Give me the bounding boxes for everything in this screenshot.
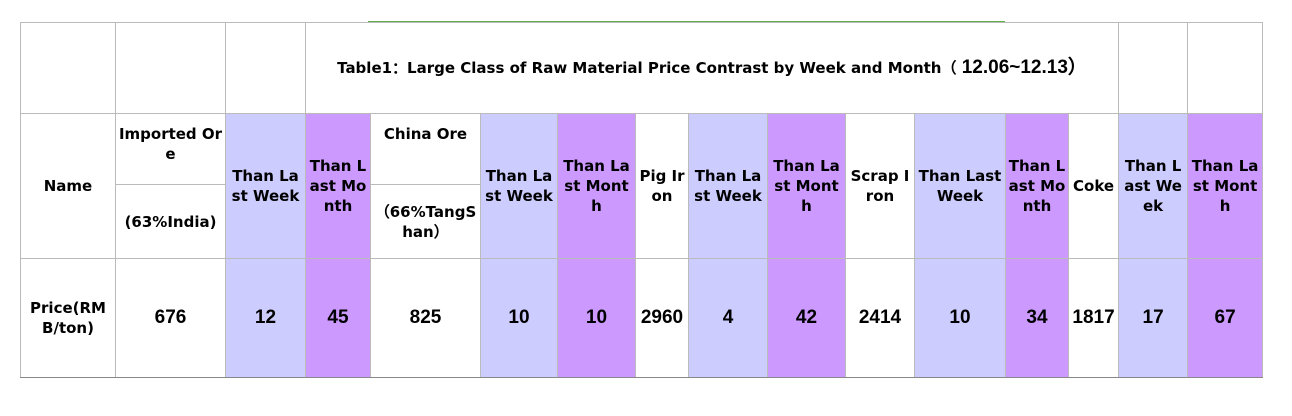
data-row: Price(RMB/ton) 676 12 45 825 10 10 2960 4 42 2414 1… (20, 258, 1264, 378)
value-cell: 2414 (845, 258, 915, 378)
empty-cell (20, 22, 116, 114)
column-header: Than Last Week (225, 113, 306, 259)
value-cell: 67 (1187, 258, 1264, 378)
value-cell: 10 (914, 258, 1006, 378)
column-header: Imported Ore (115, 113, 226, 185)
column-header: China Ore (370, 113, 481, 185)
column-header: Than Last Month (305, 113, 371, 259)
table-period: 12.06~12.13） (961, 57, 1087, 78)
value-cell: 34 (1005, 258, 1069, 378)
value-cell: 17 (1118, 258, 1189, 378)
column-header: Coke (1067, 113, 1120, 259)
value-cell: 10 (480, 258, 558, 378)
empty-cell (225, 22, 306, 114)
price-table: Table1：Large Class of Raw Material Price… (20, 22, 1264, 378)
value-cell: 676 (115, 258, 226, 378)
column-header: Pig Iron (635, 113, 689, 259)
column-header: Than Last Week (1118, 113, 1189, 259)
column-header: Scrap Iron (845, 113, 915, 259)
empty-cell (1118, 22, 1189, 114)
column-header: Than Last Month (557, 113, 636, 259)
row-label: Price(RMB/ton) (20, 258, 116, 378)
value-cell: 42 (767, 258, 846, 378)
column-header: Than Last Week (914, 113, 1006, 259)
value-cell: 12 (225, 258, 306, 378)
table-title: Table1：Large Class of Raw Material Price… (337, 59, 957, 77)
column-header: Than Last Week (688, 113, 768, 259)
column-subheader: (63%India) (115, 184, 226, 259)
column-header: Name (20, 113, 116, 259)
value-cell: 1817 (1067, 258, 1120, 378)
column-header: Than Last Month (767, 113, 846, 259)
header-row: Name Imported Ore Than Last Week Than Last … (20, 113, 1264, 259)
title-row: Table1：Large Class of Raw Material Price… (20, 22, 1264, 114)
empty-cell (115, 22, 226, 114)
value-cell: 45 (305, 258, 371, 378)
column-header: Than Last Week (480, 113, 558, 259)
column-header: Than Last Month (1187, 113, 1264, 259)
title-cell: Table1：Large Class of Raw Material Price… (304, 22, 1120, 114)
column-subheader: （66%TangShan） (370, 184, 481, 259)
column-header: Than Last Month (1005, 113, 1069, 259)
value-cell: 2960 (635, 258, 689, 378)
value-cell: 4 (688, 258, 768, 378)
empty-cell (1187, 22, 1264, 114)
header-sub-row: (63%India) （66%TangShan） (21, 184, 1263, 259)
value-cell: 10 (557, 258, 636, 378)
value-cell: 825 (370, 258, 481, 378)
